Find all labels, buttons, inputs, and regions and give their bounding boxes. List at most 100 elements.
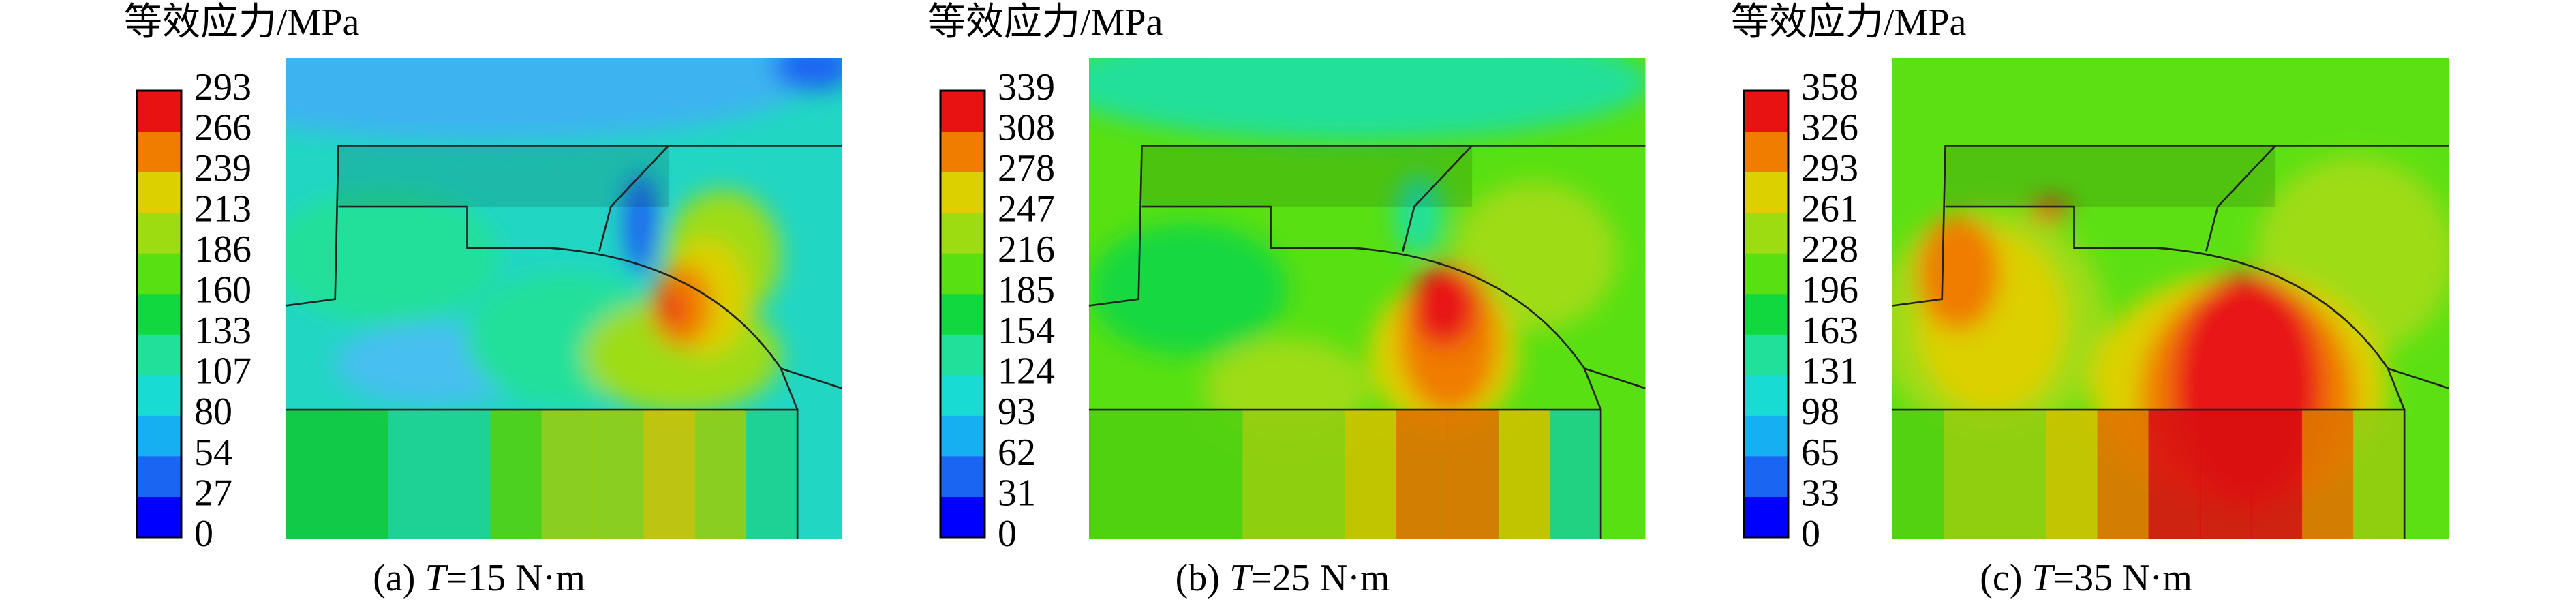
- caption: (c) T=35 N·m: [1980, 557, 2192, 599]
- outline-edge: [1945, 205, 2449, 389]
- colorbar-band: [137, 131, 181, 172]
- colorbar-band: [1744, 253, 1788, 295]
- contour-stripe: [2199, 410, 2252, 539]
- contour-region: [1411, 264, 1477, 348]
- contour-stripe: [2097, 410, 2149, 539]
- contour-stripe: [1944, 410, 1996, 539]
- colorbar-tick-label: 131: [1801, 350, 1858, 393]
- contour-region: [1917, 215, 2000, 331]
- colorbar-tick-label: 160: [194, 269, 251, 312]
- geometry-outline: [1089, 145, 1646, 539]
- colorbar-title: 等效应力/MPa: [1731, 1, 1966, 44]
- colorbar-tick-label: 326: [1801, 106, 1858, 149]
- caption-label: (a): [373, 557, 425, 599]
- geometry-outline: [286, 145, 842, 539]
- contour-stripe: [1447, 410, 1500, 539]
- caption-variable: T: [425, 557, 448, 599]
- colorbar-band: [940, 496, 985, 538]
- colorbar-tick-label: 266: [194, 106, 251, 149]
- caption: (a) T=15 N·m: [373, 557, 585, 599]
- contour-stripe: [1498, 410, 1551, 539]
- contour-region: [2029, 200, 2070, 220]
- contour-stripe: [1242, 410, 1295, 539]
- colorbar-tick-label: 154: [998, 309, 1055, 352]
- colorbar-frame: [939, 89, 986, 539]
- colorbar-tick-label: 186: [194, 228, 251, 271]
- colorbar-band: [1744, 415, 1788, 457]
- outline-edge: [1089, 145, 1646, 307]
- colorbar-band: [940, 293, 985, 335]
- colorbar-tick-label: 228: [1801, 228, 1858, 271]
- outline-edge: [2387, 368, 2406, 410]
- colorbar-band: [137, 496, 181, 538]
- contour-stripe: [1191, 410, 1244, 539]
- contour-region: [655, 292, 682, 326]
- contour-region: [286, 190, 500, 322]
- contour-stripe: [2301, 410, 2355, 539]
- outline-edge: [1892, 145, 2449, 307]
- colorbar-tick-label: 261: [1801, 187, 1858, 230]
- colorbar-tick-label: 0: [1801, 513, 1820, 555]
- colorbar-tick-label: 33: [1801, 472, 1839, 514]
- colorbar-tick-label: 65: [1801, 432, 1839, 474]
- colorbar-tick-label: 293: [1801, 147, 1858, 190]
- colorbar-frame: [1743, 89, 1790, 539]
- contour-stripe: [1293, 410, 1346, 539]
- shade: [1892, 410, 2405, 539]
- contour-stripe: [694, 410, 748, 539]
- contour-stripe: [439, 410, 491, 539]
- colorbar-tick-label: 124: [998, 350, 1055, 393]
- contour-stripe: [490, 410, 542, 539]
- shade: [1945, 145, 2276, 207]
- colorbar-tick-label: 239: [194, 147, 251, 190]
- colorbar-tick-label: 247: [998, 187, 1055, 230]
- caption-value: =35 N·m: [2053, 557, 2192, 599]
- caption-label: (b): [1176, 557, 1229, 599]
- colorbar-band: [940, 131, 985, 172]
- contour-stripe: [1396, 410, 1449, 539]
- colorbar-tick-label: 93: [998, 391, 1036, 433]
- colorbar-band: [137, 172, 181, 213]
- caption-value: =15 N·m: [446, 557, 585, 599]
- caption-variable: T: [2031, 557, 2055, 599]
- colorbar-band: [940, 455, 985, 497]
- colorbar-band: [940, 374, 985, 416]
- contour-stripe: [592, 410, 645, 539]
- colorbar-tick-label: 185: [998, 269, 1055, 312]
- colorbar-tick-label: 27: [194, 472, 232, 514]
- caption: (b) T=25 N·m: [1176, 557, 1390, 599]
- outline-edge: [1583, 368, 1602, 410]
- colorbar-tick-label: 0: [998, 513, 1017, 555]
- outline-edge: [338, 205, 842, 389]
- contour-stripe: [1089, 410, 1141, 539]
- colorbar-band: [1744, 496, 1788, 538]
- contour-stripe: [337, 410, 389, 539]
- colorbar-band: [940, 212, 985, 254]
- colorbar-tick-label: 0: [194, 513, 213, 555]
- contour-stripe: [2353, 410, 2406, 539]
- contour-stripe: [643, 410, 696, 539]
- colorbar-tick-label: 107: [194, 350, 251, 393]
- colorbar-tick-label: 98: [1801, 391, 1839, 433]
- colorbar-band: [940, 91, 985, 132]
- colorbar-band: [940, 334, 985, 376]
- contour-blobs: [1089, 58, 1646, 438]
- contour-stripe: [2250, 410, 2303, 539]
- shade: [286, 410, 798, 539]
- colorbar-band: [1744, 91, 1788, 132]
- colorbar-band: [1744, 212, 1788, 254]
- colorbar-tick-label: 133: [194, 309, 251, 352]
- colorbar-band: [1744, 131, 1788, 172]
- colorbar-tick-label: 31: [998, 472, 1036, 514]
- contour-region: [286, 58, 814, 141]
- contour-stripe: [388, 410, 440, 539]
- contour-stripe: [2148, 410, 2201, 539]
- contour-region: [624, 173, 658, 273]
- stress-contour: [1892, 58, 2449, 539]
- colorbar-tick-label: 216: [998, 228, 1055, 271]
